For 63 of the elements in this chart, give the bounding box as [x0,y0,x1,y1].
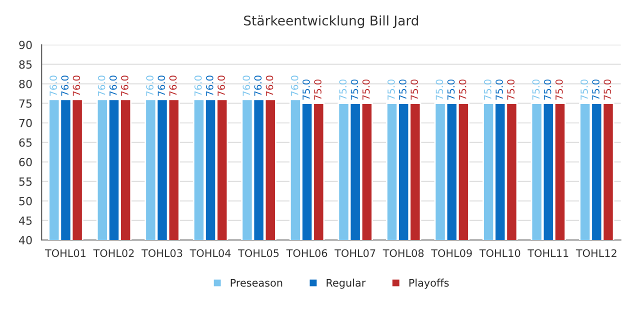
y-tick-label: 45 [18,216,32,225]
data-label: 75.0 [362,80,370,100]
x-tick-label: TOHL12 [576,249,616,258]
data-label: 75.0 [436,80,444,100]
legend-label: Preseason [230,278,282,287]
y-tick-label: 50 [19,196,32,206]
data-label: 76.0 [158,76,166,96]
data-label: 75.0 [458,80,466,100]
x-tick-label: TOHL05 [238,249,279,258]
data-label: 76.0 [121,76,128,96]
data-label: 76.0 [72,76,80,96]
y-tick-label: 75 [19,99,32,108]
data-label: 75.0 [532,80,540,100]
chart-title: Stärkeentwicklung Bill Jard [244,15,418,28]
data-label: 76.0 [266,76,274,96]
legend-label: Regular [326,278,366,289]
data-label: 76.0 [290,76,298,96]
data-label: 75.0 [592,80,600,100]
y-tick-label: 90 [19,40,32,50]
data-label: 75.0 [484,80,492,100]
data-label: 76.0 [146,76,154,96]
data-label: 75.0 [387,80,395,100]
data-label: 75.0 [580,80,588,100]
data-label: 75.0 [544,80,552,100]
y-tick-label: 80 [19,80,32,88]
y-tick-label: 65 [19,138,32,147]
x-tick-label: TOHL02 [93,249,134,258]
x-tick-label: TOHL08 [382,249,424,258]
data-label: 76.0 [61,76,69,96]
data-label: 75.0 [410,80,418,100]
legend-label: Playoffs [409,278,449,289]
data-label: 75.0 [399,80,406,100]
data-label: 75.0 [447,80,455,100]
x-tick-label: TOHL07 [334,249,376,258]
x-tick-label: TOHL04 [190,249,231,258]
x-tick-label: TOHL01 [44,249,86,258]
data-label: 76.0 [194,76,202,96]
data-label: 76.0 [50,76,57,96]
data-label: 75.0 [302,80,310,100]
x-tick-label: TOHL06 [286,249,328,258]
data-label: 75.0 [496,80,503,100]
y-tick-label: 70 [19,118,32,128]
data-label: 75.0 [339,80,347,100]
x-tick-label: TOHL03 [142,249,182,258]
y-tick-label: 85 [19,60,32,69]
x-tick-label: TOHL09 [431,249,472,258]
x-tick-label: TOHL11 [528,249,568,258]
y-tick-label: 55 [19,178,32,186]
x-tick-label: TOHL10 [479,249,520,258]
data-label: 75.0 [350,80,358,100]
data-label: 75.0 [314,80,322,100]
data-label: 76.0 [169,76,177,96]
data-label: 76.0 [242,76,250,96]
data-label: 76.0 [206,76,214,96]
data-label: 75.0 [507,80,515,100]
data-label: 75.0 [555,80,563,100]
y-tick-label: 60 [19,158,32,166]
data-label: 75.0 [604,80,612,100]
y-tick-label: 40 [18,236,32,244]
data-label: 76.0 [218,76,225,96]
data-label: 76.0 [98,76,106,96]
data-label: 76.0 [109,76,117,96]
data-label: 76.0 [254,76,262,96]
